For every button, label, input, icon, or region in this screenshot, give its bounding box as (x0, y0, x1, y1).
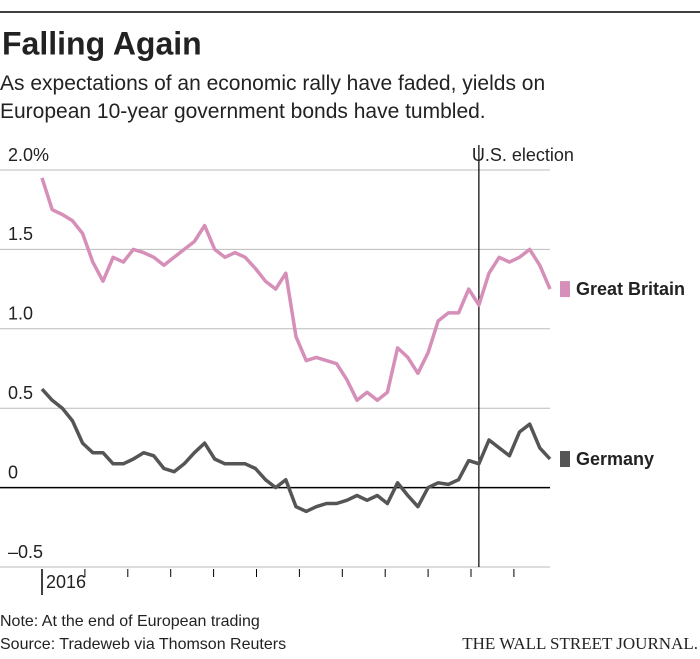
chart-title: Falling Again (2, 25, 202, 61)
chart-subtitle: As expectations of an economic rally hav… (0, 72, 546, 123)
y-tick-label: 2.0% (8, 145, 49, 165)
event-label: U.S. election (472, 145, 574, 165)
x-tick-label: 2016 (46, 572, 86, 592)
y-tick-label: –0.5 (8, 542, 43, 562)
y-tick-label: 1.0 (8, 304, 33, 324)
y-tick-label: 0 (8, 462, 18, 482)
note: Note: At the end of European trading (0, 613, 260, 630)
subtitle-box: As expectations of an economic rally hav… (0, 72, 546, 123)
publisher: THE WALL STREET JOURNAL. (462, 634, 698, 653)
series-line (40, 387, 552, 514)
legend-swatch (560, 451, 570, 468)
legend-label: Great Britain (576, 279, 685, 299)
y-tick-label: 1.5 (8, 224, 33, 244)
legend-swatch (560, 281, 570, 298)
source: Source: Tradeweb via Thomson Reuters (0, 636, 286, 653)
y-tick-label: 0.5 (8, 383, 33, 403)
legend-label: Germany (576, 449, 654, 469)
series-line (40, 177, 552, 403)
